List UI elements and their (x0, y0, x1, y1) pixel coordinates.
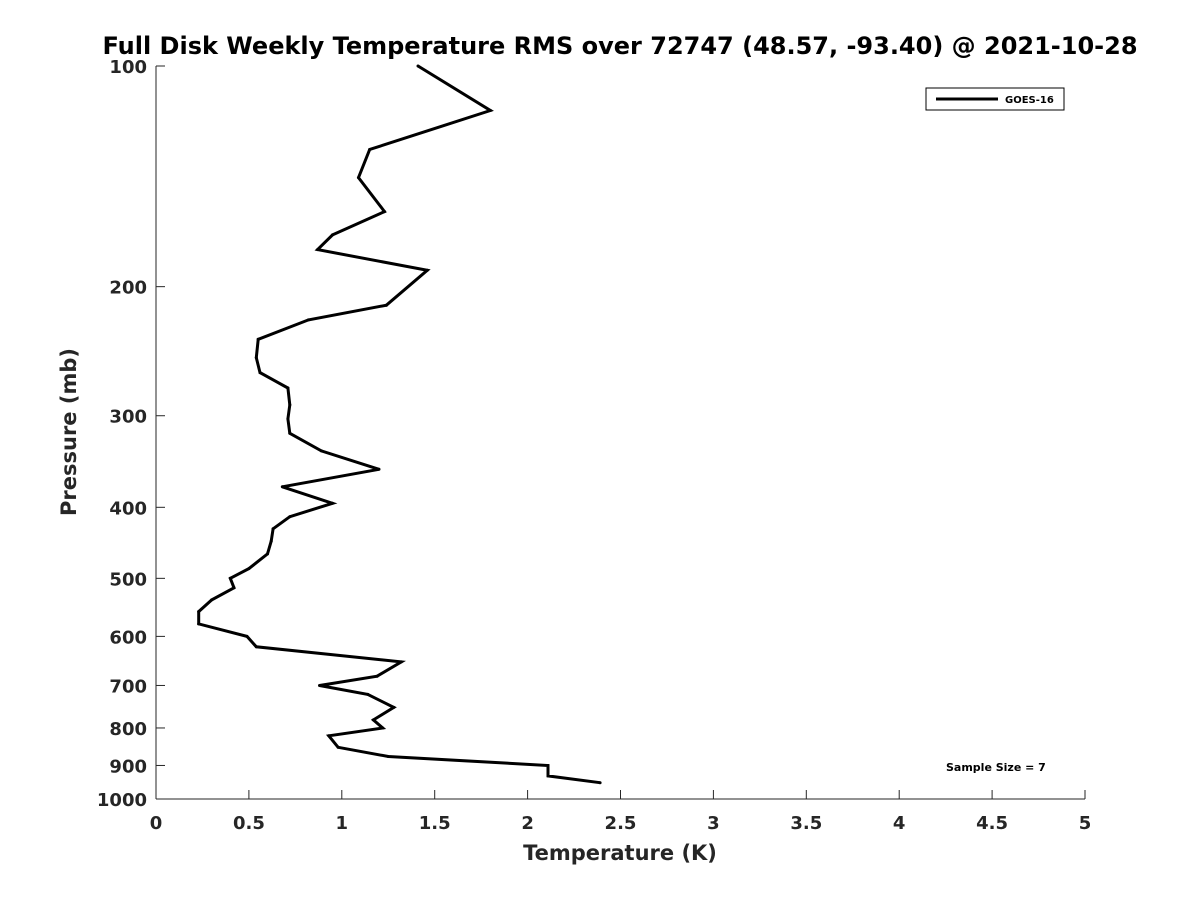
x-tick-label: 3.5 (790, 813, 822, 834)
data-point (357, 176, 360, 180)
y-tick-label: 1000 (97, 790, 147, 811)
x-tick-label: 0.5 (233, 813, 265, 834)
data-point (197, 622, 201, 626)
y-tick-label: 300 (109, 407, 147, 428)
y-tick-label: 100 (109, 57, 147, 78)
plot-area (156, 66, 1085, 799)
x-tick-label: 3 (707, 813, 720, 834)
y-tick-label: 800 (109, 719, 147, 740)
x-tick-label: 5 (1079, 813, 1092, 834)
data-point (377, 467, 381, 471)
data-point (269, 539, 273, 543)
data-point (254, 356, 258, 360)
chart-title: Full Disk Weekly Temperature RMS over 72… (102, 32, 1137, 60)
data-point (386, 755, 390, 758)
data-point (197, 610, 201, 614)
data-point (247, 567, 251, 571)
data-point (336, 745, 340, 749)
data-point (288, 431, 292, 435)
data-point (319, 449, 323, 453)
y-axis-ticks: 100 200 300 400 500 600 700 800 900 1000 (97, 57, 165, 811)
data-point (392, 705, 396, 709)
data-point (286, 386, 290, 390)
data-point (598, 781, 602, 785)
y-tick-label: 400 (109, 498, 147, 519)
x-tick-label: 4 (893, 813, 906, 834)
data-point (546, 764, 550, 767)
data-point (318, 684, 321, 687)
y-tick-label: 900 (109, 756, 147, 777)
data-point (288, 403, 292, 407)
series-layer (197, 64, 602, 785)
data-point (384, 303, 388, 307)
data-point (331, 501, 334, 505)
data-point (371, 718, 375, 722)
series-line-goes-16 (197, 64, 601, 785)
y-tick-label: 200 (109, 278, 147, 299)
data-point (245, 634, 249, 638)
data-point (232, 586, 236, 590)
data-point (266, 552, 269, 556)
x-axis-ticks: 0 0.5 1 1.5 2 2.5 3 3.5 4 4.5 5 (150, 790, 1092, 834)
y-axis-label: Pressure (mb) (57, 348, 81, 516)
data-point (381, 726, 385, 730)
data-point (306, 318, 310, 322)
x-tick-label: 1.5 (419, 813, 451, 834)
legend-label-goes-16: GOES-16 (1005, 95, 1054, 106)
data-point (256, 337, 260, 341)
data-point (288, 515, 292, 519)
data-point (271, 527, 275, 531)
y-tick-label: 500 (109, 569, 147, 590)
x-tick-label: 2.5 (605, 813, 637, 834)
x-tick-label: 1 (336, 813, 349, 834)
data-point (399, 660, 403, 664)
x-axis-label: Temperature (K) (523, 841, 717, 865)
data-point (258, 371, 262, 375)
x-tick-label: 2 (521, 813, 534, 834)
data-point (286, 417, 290, 421)
y-tick-label: 600 (109, 627, 147, 648)
data-point (383, 210, 386, 214)
data-point (316, 248, 320, 252)
data-point (280, 485, 284, 489)
data-point (210, 598, 214, 602)
data-point (366, 692, 370, 696)
data-point (488, 109, 492, 112)
data-point (375, 674, 379, 678)
legend: GOES-16 (925, 87, 1065, 111)
y-tick-label: 700 (109, 676, 147, 697)
data-point (368, 148, 372, 151)
sample-size-annotation: Sample Size = 7 (946, 761, 1046, 774)
x-tick-label: 0 (150, 813, 163, 834)
x-tick-label: 4.5 (976, 813, 1008, 834)
data-point (254, 645, 258, 649)
data-point (546, 774, 550, 778)
data-point (416, 64, 420, 68)
data-point (425, 268, 429, 272)
data-point (327, 734, 331, 738)
data-point (331, 233, 334, 237)
data-point (228, 576, 232, 580)
